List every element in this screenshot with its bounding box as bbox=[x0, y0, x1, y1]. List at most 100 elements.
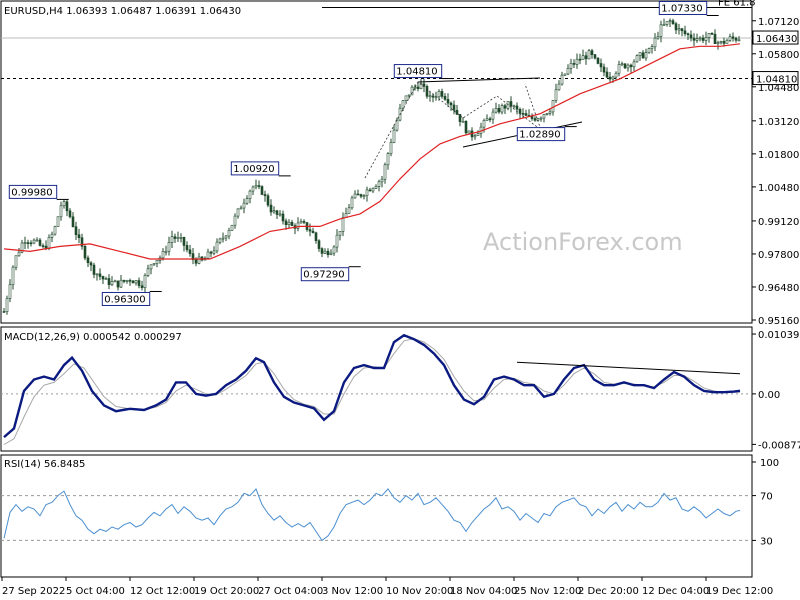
candle-body bbox=[587, 50, 591, 60]
candle-body bbox=[170, 236, 174, 243]
candle-body bbox=[23, 242, 27, 244]
annotation-box bbox=[101, 291, 151, 306]
candle-body bbox=[290, 222, 294, 226]
candle-body bbox=[38, 239, 42, 246]
candle-body bbox=[389, 142, 393, 154]
candle-body bbox=[677, 28, 681, 31]
rsi-line bbox=[3, 487, 741, 542]
candle-body bbox=[551, 100, 555, 113]
candle-body bbox=[308, 229, 312, 232]
candle-body bbox=[197, 256, 201, 264]
candle-body bbox=[101, 276, 105, 280]
candle-body bbox=[47, 237, 51, 249]
price-axis: 1.07120 1.05800 1.04480 1.03120 1.01800 1.004… bbox=[752, 17, 799, 327]
candle-body bbox=[383, 164, 387, 180]
candle-body bbox=[695, 38, 699, 41]
candle-body bbox=[647, 48, 651, 53]
candle-body bbox=[590, 50, 594, 56]
candle-body bbox=[122, 279, 126, 282]
price-tick-label: 1.04480 bbox=[758, 83, 799, 94]
candle-body bbox=[410, 86, 414, 96]
candle-body bbox=[83, 246, 87, 259]
candle-body bbox=[401, 100, 405, 109]
candle-body bbox=[227, 230, 231, 237]
candle-body bbox=[347, 207, 351, 214]
macd-tick-label: 0.010393 bbox=[758, 330, 800, 341]
candle-body bbox=[188, 249, 192, 254]
time-tick-label: 27 Oct 04:00 bbox=[258, 586, 323, 597]
candle-body bbox=[128, 279, 132, 282]
candle-body bbox=[104, 278, 108, 280]
macd-panel: MACD(12,26,9) 0.000542 0.000297 0.010393… bbox=[0, 326, 800, 452]
candle-body bbox=[212, 250, 216, 254]
price-tick-label: 1.05800 bbox=[758, 50, 799, 61]
price-panel-frame bbox=[0, 0, 753, 324]
candle-body bbox=[134, 280, 138, 284]
candle-body bbox=[182, 237, 186, 246]
candle-body bbox=[359, 194, 363, 197]
candle-body bbox=[215, 241, 219, 252]
candle-body bbox=[674, 23, 678, 31]
price-tick-label: 0.96480 bbox=[758, 283, 799, 294]
time-tick-label: 19 Dec 12:00 bbox=[706, 586, 773, 597]
candle-body bbox=[569, 63, 573, 69]
candle-body bbox=[548, 111, 552, 114]
candle-body bbox=[419, 83, 423, 90]
candle-body bbox=[668, 20, 672, 23]
candle-body bbox=[722, 41, 726, 44]
candle-body bbox=[326, 250, 330, 255]
candle-body bbox=[629, 64, 633, 68]
macd-header: MACD(12,26,9) 0.000542 0.000297 bbox=[4, 332, 182, 343]
candle-body bbox=[164, 251, 168, 253]
candle-body bbox=[314, 232, 318, 242]
candle-body bbox=[41, 245, 45, 247]
candle-body bbox=[731, 36, 735, 39]
candle-body bbox=[440, 91, 444, 97]
candle-body bbox=[176, 237, 180, 239]
annotation-label: 1.02890 bbox=[519, 130, 560, 141]
candle-body bbox=[56, 216, 60, 227]
candle-body bbox=[323, 250, 327, 254]
candle-body bbox=[662, 24, 666, 26]
candle-body bbox=[356, 193, 360, 196]
candle-body bbox=[512, 105, 516, 108]
time-tick-label: 27 Sep 2022 bbox=[2, 586, 65, 597]
price-tick-label: 1.07120 bbox=[758, 17, 799, 28]
price-header: EURUSD,H4 1.06393 1.06487 1.06391 1.0643… bbox=[4, 6, 241, 17]
candle-body bbox=[29, 242, 33, 245]
candle-body bbox=[92, 264, 96, 275]
candle-body bbox=[608, 76, 612, 80]
candle-body bbox=[278, 213, 282, 216]
candle-body bbox=[566, 68, 570, 75]
time-tick-label: 25 Nov 12:00 bbox=[514, 586, 581, 597]
price-tick-label: 0.97800 bbox=[758, 250, 799, 261]
candle-body bbox=[116, 280, 120, 288]
candle-body bbox=[2, 311, 6, 313]
candle-body bbox=[611, 76, 615, 80]
candle-body bbox=[524, 113, 528, 116]
candle-body bbox=[287, 222, 291, 226]
candle-body bbox=[26, 242, 30, 244]
candle-body bbox=[371, 188, 375, 192]
candle-body bbox=[272, 210, 276, 213]
candle-body bbox=[464, 121, 468, 134]
candle-body bbox=[602, 66, 606, 73]
candle-body bbox=[380, 178, 384, 183]
annotation-box bbox=[230, 161, 280, 176]
candle-body bbox=[503, 105, 507, 109]
candle-body bbox=[50, 233, 54, 238]
candle-body bbox=[191, 253, 195, 261]
candle-body bbox=[68, 210, 72, 218]
candle-body bbox=[377, 181, 381, 187]
candle-body bbox=[620, 63, 624, 66]
candle-body bbox=[659, 24, 663, 37]
candle-body bbox=[671, 20, 675, 25]
time-tick-label: 2 Dec 20:00 bbox=[578, 586, 639, 597]
candle-body bbox=[392, 129, 396, 143]
candle-body bbox=[173, 236, 177, 239]
candle-body bbox=[518, 109, 522, 114]
candle-body bbox=[143, 275, 147, 288]
candle-body bbox=[683, 30, 687, 34]
candle-body bbox=[521, 113, 525, 115]
